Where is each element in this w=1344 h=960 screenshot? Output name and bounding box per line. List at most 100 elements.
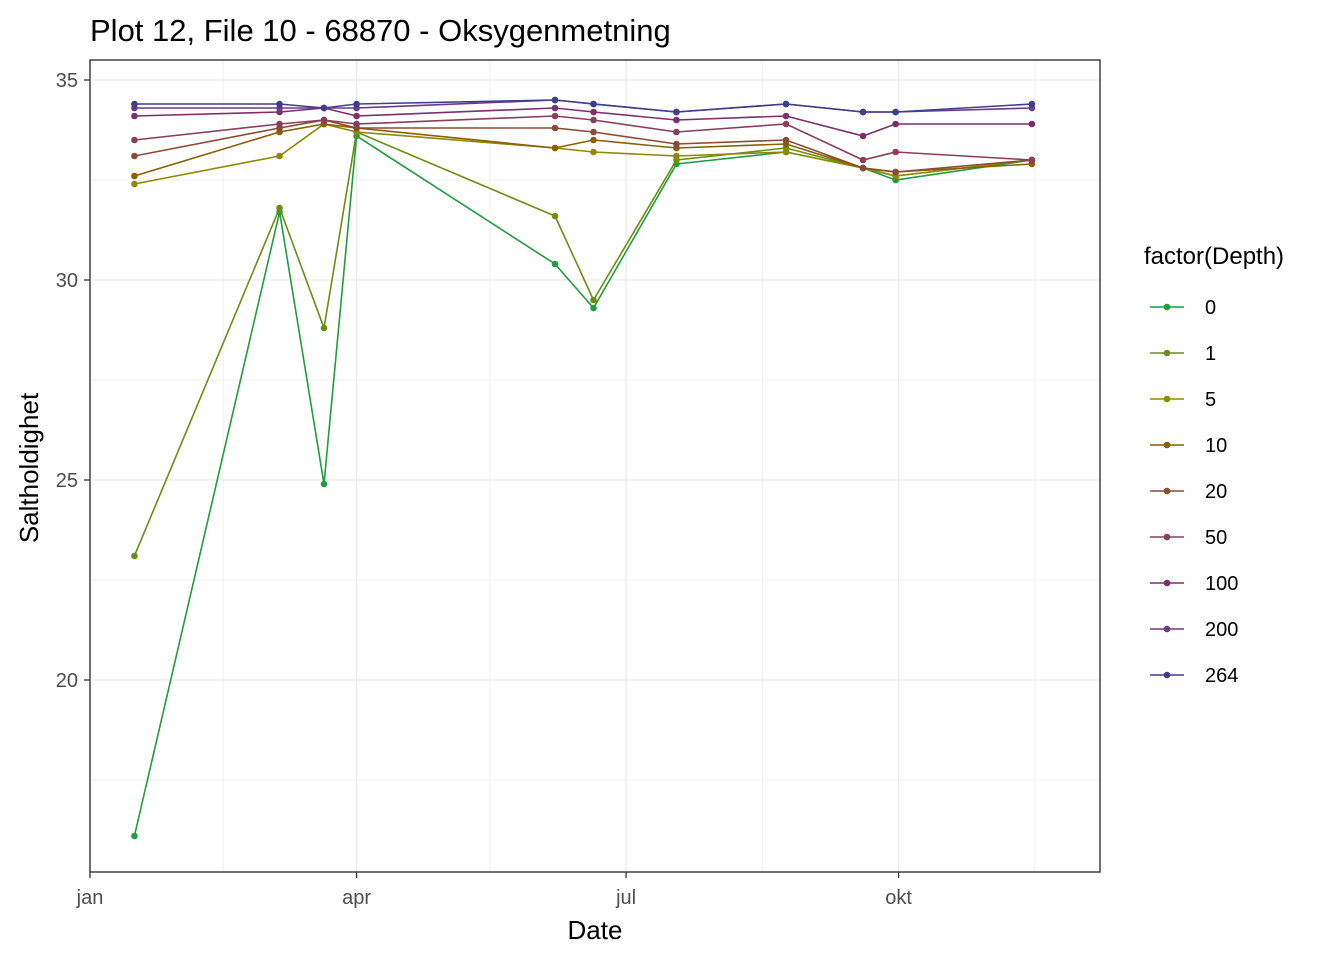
x-tick-label: okt xyxy=(885,887,912,909)
legend-label: 5 xyxy=(1205,389,1216,411)
panel-background xyxy=(90,60,1100,872)
legend-label: 1 xyxy=(1205,343,1216,365)
data-point xyxy=(276,100,283,108)
x-tick-label: apr xyxy=(342,887,371,909)
legend-label: 50 xyxy=(1205,527,1227,549)
legend-key-point xyxy=(1163,625,1171,633)
data-point xyxy=(551,104,559,112)
y-tick-label: 25 xyxy=(56,470,78,492)
legend-key-point xyxy=(1163,671,1171,679)
legend-item-264: 264 xyxy=(1150,665,1238,687)
y-axis: 20 25 30 35 xyxy=(56,70,90,692)
data-point xyxy=(673,116,680,124)
data-point xyxy=(782,136,790,144)
data-point xyxy=(859,132,867,140)
legend-key-point xyxy=(1163,579,1171,587)
x-axis-title: Date xyxy=(568,915,623,945)
data-point xyxy=(590,296,597,304)
data-point xyxy=(276,120,283,128)
chart-title: Plot 12, File 10 - 68870 - Oksygenmetnin… xyxy=(90,13,671,48)
legend-label: 100 xyxy=(1205,573,1238,595)
legend-item-5: 5 xyxy=(1150,389,1216,411)
legend-key-point xyxy=(1163,349,1171,357)
data-point xyxy=(1028,156,1036,164)
data-point xyxy=(551,212,559,220)
data-point xyxy=(590,136,597,144)
series-264 xyxy=(131,96,1036,116)
data-point xyxy=(131,832,138,840)
legend-key-point xyxy=(1163,395,1171,403)
data-point xyxy=(590,148,597,156)
data-point xyxy=(782,112,790,120)
data-point xyxy=(1028,100,1036,108)
data-point xyxy=(276,152,283,160)
legend-label: 0 xyxy=(1205,297,1216,319)
data-point xyxy=(1028,120,1036,128)
data-point xyxy=(320,104,328,112)
data-point xyxy=(131,112,138,120)
data-point xyxy=(551,112,559,120)
data-point xyxy=(131,136,138,144)
data-point xyxy=(131,180,138,188)
data-point xyxy=(892,148,899,156)
legend-item-10: 10 xyxy=(1150,435,1227,457)
legend-label: 10 xyxy=(1205,435,1227,457)
data-point xyxy=(353,100,360,108)
x-tick-label: jul xyxy=(615,887,636,909)
series-20 xyxy=(131,116,1036,176)
data-point xyxy=(590,108,597,116)
legend-item-20: 20 xyxy=(1150,481,1227,503)
data-point xyxy=(320,480,328,488)
legend-key-point xyxy=(1163,487,1171,495)
panel-frame xyxy=(89,59,1101,873)
plot-panel xyxy=(90,60,1100,872)
data-point xyxy=(892,168,899,176)
data-point xyxy=(353,112,360,120)
data-point xyxy=(320,324,328,332)
series-layer xyxy=(131,96,1036,840)
data-point xyxy=(590,116,597,124)
series-50 xyxy=(131,112,1036,164)
data-point xyxy=(131,152,138,160)
data-point xyxy=(782,100,790,108)
data-point xyxy=(782,120,790,128)
data-point xyxy=(590,304,597,312)
data-point xyxy=(551,260,559,268)
legend-title: factor(Depth) xyxy=(1144,243,1284,270)
y-tick-label: 20 xyxy=(56,670,78,692)
data-point xyxy=(131,172,138,180)
legend-item-100: 100 xyxy=(1150,573,1238,595)
legend-item-1: 1 xyxy=(1150,343,1216,365)
legend-key-point xyxy=(1163,303,1171,311)
legend-label: 264 xyxy=(1205,665,1238,687)
legend-key-point xyxy=(1163,533,1171,541)
data-point xyxy=(590,100,597,108)
data-point xyxy=(782,148,790,156)
legend-label: 20 xyxy=(1205,481,1227,503)
gridlines xyxy=(89,60,1100,872)
data-point xyxy=(276,204,283,212)
data-point xyxy=(320,116,328,124)
data-point xyxy=(673,152,680,160)
x-tick-label: jan xyxy=(76,887,104,909)
legend: factor(Depth) 0 1 5 10 20 50 100 200 264 xyxy=(1144,243,1284,687)
data-point xyxy=(673,108,680,116)
legend-item-0: 0 xyxy=(1150,297,1216,319)
data-point xyxy=(131,552,138,560)
legend-key-point xyxy=(1163,441,1171,449)
y-axis-title: Saltholdighet xyxy=(14,392,44,543)
data-point xyxy=(859,156,867,164)
data-point xyxy=(673,128,680,136)
legend-item-50: 50 xyxy=(1150,527,1227,549)
panel-border xyxy=(89,59,1101,873)
legend-label: 200 xyxy=(1205,619,1238,641)
data-point xyxy=(551,124,559,132)
y-tick-label: 30 xyxy=(56,270,78,292)
data-point xyxy=(551,144,559,152)
data-point xyxy=(892,108,899,116)
x-axis: jan apr jul okt xyxy=(76,872,912,909)
data-point xyxy=(353,120,360,128)
data-point xyxy=(551,96,559,104)
data-point xyxy=(892,120,899,128)
data-point xyxy=(590,128,597,136)
